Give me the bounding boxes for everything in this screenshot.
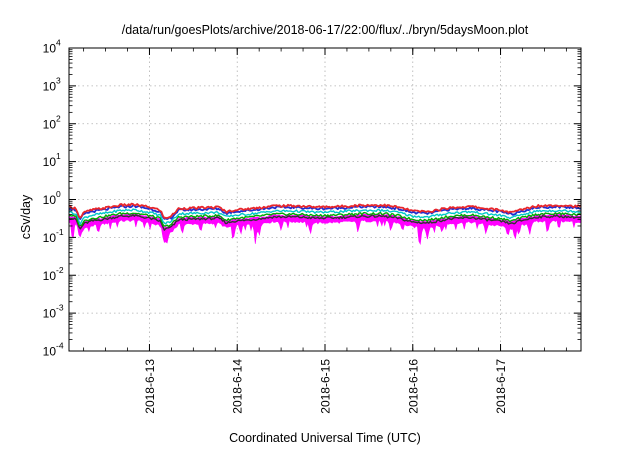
y-tick-label-base: 10 (43, 269, 57, 283)
x-axis-label: Coordinated Universal Time (UTC) (229, 431, 421, 445)
y-tick-label-exp: -4 (56, 341, 64, 351)
y-tick-label: 10 4 (43, 38, 61, 56)
series-line-5 (68, 204, 582, 220)
y-tick-label-exp: 3 (56, 75, 61, 85)
y-tick-label: 10 1 (43, 151, 61, 169)
y-tick-label-base: 10 (43, 79, 57, 93)
y-tick-label-base: 10 (43, 345, 57, 359)
x-tick-label: 2018-6-17 (494, 359, 508, 414)
y-tick-label-base: 10 (43, 42, 57, 56)
grid-layer (69, 48, 581, 351)
y-tick-label: 10 -4 (43, 341, 64, 359)
y-tick-label: 10 -2 (43, 265, 64, 283)
x-tick-label: 2018-6-16 (406, 359, 420, 414)
x-tick-label: 2018-6-15 (319, 359, 333, 414)
y-tick-label-base: 10 (43, 193, 57, 207)
y-tick-label-exp: -2 (56, 265, 64, 275)
y-tick-label: 10 2 (43, 113, 61, 131)
y-tick-label-base: 10 (43, 155, 57, 169)
y-tick-label-base: 10 (43, 307, 57, 321)
y-tick-label-exp: 2 (56, 113, 61, 123)
y-tick-label-exp: -3 (56, 303, 64, 313)
series-line-4 (68, 208, 582, 225)
y-tick-label: 10 -1 (43, 227, 64, 245)
y-tick-label-exp: 0 (56, 189, 61, 199)
x-tick-label: 2018-6-13 (143, 359, 157, 414)
chart-title: /data/run/goesPlots/archive/2018-06-17/2… (122, 23, 529, 37)
y-tick-label-exp: 1 (56, 151, 61, 161)
x-tick-label: 2018-6-14 (231, 359, 245, 414)
series-line-2 (68, 214, 582, 231)
y-tick-label: 10 0 (43, 189, 61, 207)
y-tick-label: 10 -3 (43, 303, 64, 321)
y-axis-label: cSv/day (19, 194, 33, 239)
y-tick-label-base: 10 (43, 231, 57, 245)
y-tick-label-base: 10 (43, 117, 57, 131)
series-line-6 (68, 202, 582, 219)
y-tick-label-exp: -1 (56, 227, 64, 237)
y-tick-label: 10 3 (43, 75, 61, 93)
y-tick-label-exp: 4 (56, 38, 61, 48)
series-line-3 (68, 211, 582, 228)
